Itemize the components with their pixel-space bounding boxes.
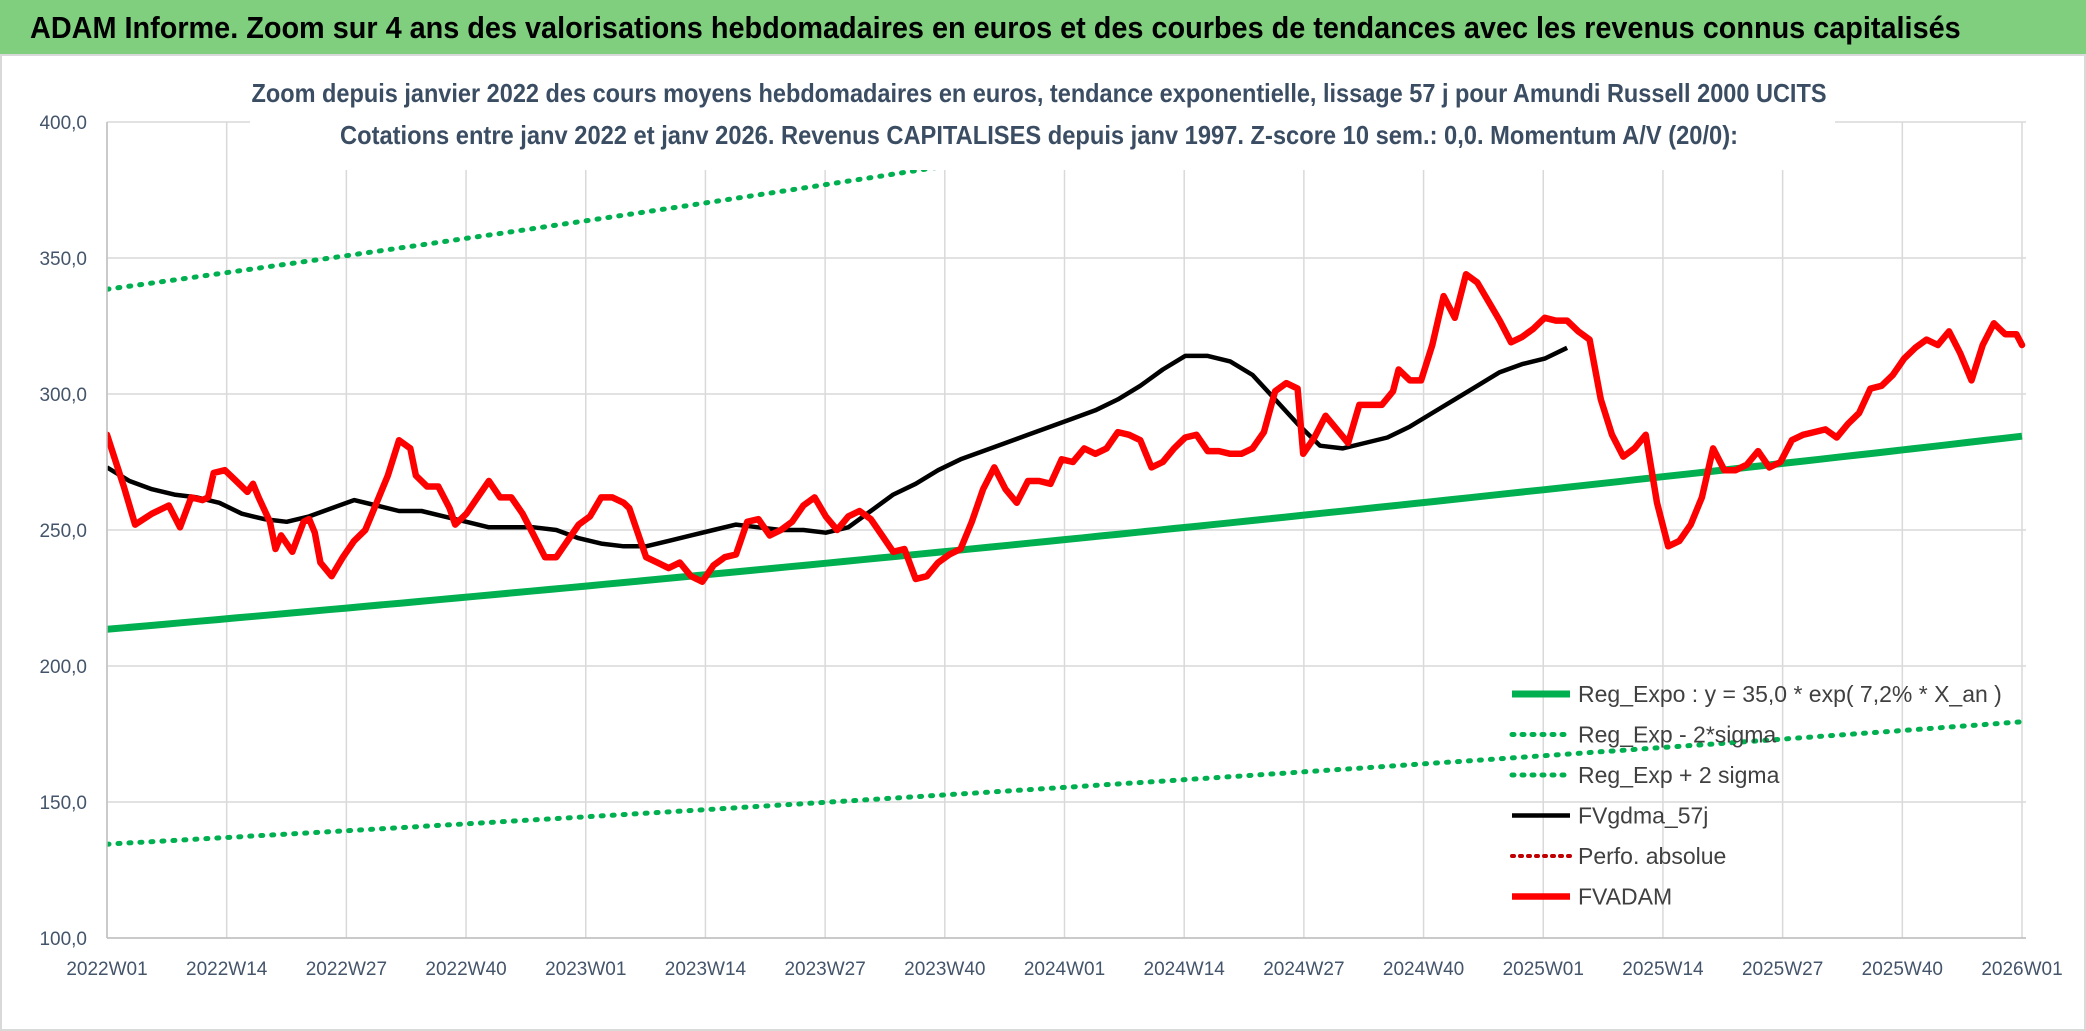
y-tick-label: 300,0 xyxy=(39,385,87,406)
series-fvadam xyxy=(107,271,2026,585)
x-tick-label: 2024W01 xyxy=(1024,959,1105,980)
title-backdrop xyxy=(250,62,1835,170)
x-tick-label: 2022W27 xyxy=(306,959,387,980)
x-tick-label: 2025W40 xyxy=(1862,959,1943,980)
x-tick-label: 2022W40 xyxy=(425,959,506,980)
x-tick-label: 2024W27 xyxy=(1263,959,1344,980)
report-title: ADAM Informe. Zoom sur 4 ans des valoris… xyxy=(30,10,1961,45)
series-reg-minus-2sigma xyxy=(107,719,2025,847)
chart: Zoom depuis janvier 2022 des cours moyen… xyxy=(0,54,2086,1031)
legend-label-reg_plus: Reg_Exp + 2 sigma xyxy=(1578,762,1780,788)
legend: Reg_Expo : y = 35,0 * exp( 7,2% * X_an )… xyxy=(1509,681,2002,910)
y-tick-label: 150,0 xyxy=(39,793,87,814)
x-tick-label: 2024W14 xyxy=(1144,959,1226,980)
chart-title-line1: Zoom depuis janvier 2022 des cours moyen… xyxy=(252,78,1827,108)
legend-label-reg_minus: Reg_Exp - 2*sigma xyxy=(1578,722,1776,748)
series-reg-expo xyxy=(107,432,2023,633)
y-tick-label: 250,0 xyxy=(39,521,87,542)
x-tick-label: 2022W01 xyxy=(66,959,147,980)
axes: 100,0 150,0 200,0 250,0 300,0 350,0 400,0 2022W… xyxy=(39,113,2062,980)
x-tick-label: 2025W01 xyxy=(1503,959,1584,980)
y-tick-label: 100,0 xyxy=(39,929,87,950)
y-tick-label: 400,0 xyxy=(39,113,87,134)
x-tick-label: 2025W27 xyxy=(1742,959,1823,980)
y-tick-label: 350,0 xyxy=(39,249,87,270)
report-header: ADAM Informe. Zoom sur 4 ans des valoris… xyxy=(0,0,2086,54)
x-tick-label: 2024W40 xyxy=(1383,959,1464,980)
x-tick-label: 2025W14 xyxy=(1622,959,1704,980)
x-tick-label: 2023W40 xyxy=(904,959,985,980)
chart-title-line2: Cotations entre janv 2022 et janv 2026. … xyxy=(340,120,1738,150)
legend-label-perfo: Perfo. absolue xyxy=(1578,843,1726,869)
x-tick-label: 2023W01 xyxy=(545,959,626,980)
x-tick-label: 2023W27 xyxy=(784,959,865,980)
x-tick-label: 2023W14 xyxy=(665,959,747,980)
x-tick-label: 2026W01 xyxy=(1981,959,2062,980)
y-tick-label: 200,0 xyxy=(39,657,87,678)
legend-label-fvgdma: FVgdma_57j xyxy=(1578,803,1708,829)
x-tick-label: 2022W14 xyxy=(186,959,268,980)
legend-label-reg_expo: Reg_Expo : y = 35,0 * exp( 7,2% * X_an ) xyxy=(1578,681,2002,707)
legend-label-fvadam: FVADAM xyxy=(1578,884,1672,910)
